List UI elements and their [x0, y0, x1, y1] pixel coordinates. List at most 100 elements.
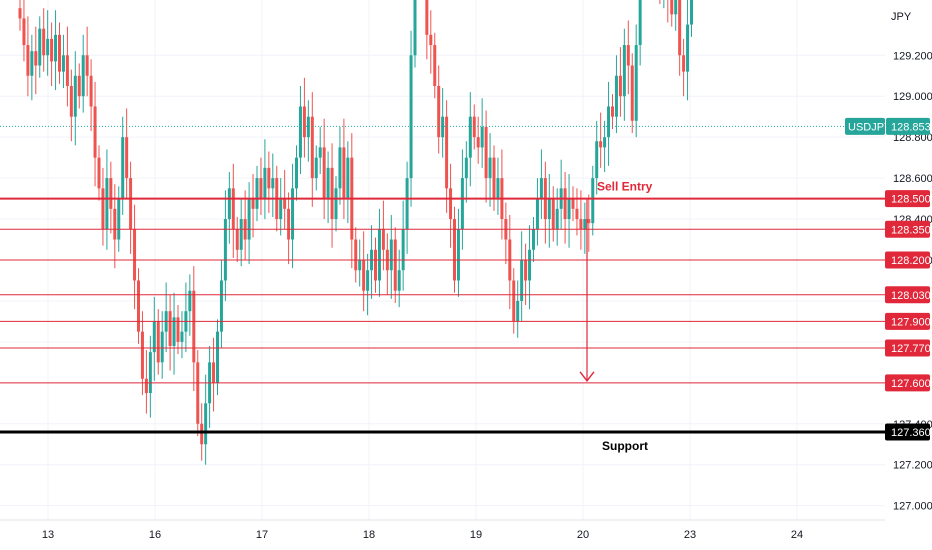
candle-body: [496, 178, 500, 199]
target-arrow: [579, 199, 595, 382]
candle-body: [425, 0, 429, 35]
candle: [287, 192, 291, 265]
candle: [318, 126, 322, 175]
plot-area[interactable]: Sell Entry Support: [0, 0, 885, 465]
candle: [133, 204, 137, 310]
candle: [362, 231, 366, 312]
candle-body: [287, 208, 291, 240]
candle-body: [405, 178, 409, 230]
candle-body: [231, 188, 235, 230]
price-axis[interactable]: JPY 129.200129.000128.800128.600128.4001…: [845, 11, 932, 513]
candle-body: [89, 75, 93, 107]
price-tick-label: 128.600: [893, 173, 932, 185]
candle: [667, 0, 669, 23]
candle: [30, 34, 34, 101]
candle-body: [535, 198, 539, 230]
price-tick-label: 129.000: [893, 91, 932, 103]
candle: [180, 311, 184, 359]
candle-body: [105, 178, 109, 230]
candle-body: [279, 198, 283, 220]
level-badge-label: 127.900: [891, 316, 931, 328]
currency-label: JPY: [891, 11, 912, 23]
candle: [156, 309, 160, 375]
date-tick-label: 19: [470, 529, 482, 541]
candle-body: [97, 157, 101, 189]
candle: [433, 32, 437, 99]
candle: [283, 169, 287, 230]
candle: [381, 200, 385, 271]
price-tick-label: 129.200: [893, 50, 932, 62]
candle: [591, 165, 595, 236]
candle-body: [397, 270, 401, 291]
candle-body: [563, 188, 567, 220]
candle: [137, 268, 140, 344]
candle: [77, 63, 81, 109]
candle: [85, 26, 89, 97]
candle: [322, 118, 326, 220]
candle: [579, 190, 583, 250]
candle: [61, 34, 65, 89]
candle-body: [358, 260, 362, 271]
candle: [377, 208, 381, 297]
level-badge-box: [885, 190, 930, 208]
candle-body: [484, 126, 488, 179]
candle-body: [263, 167, 267, 199]
candle: [223, 190, 227, 301]
candle: [429, 10, 433, 74]
candle-body: [579, 219, 583, 230]
candle: [354, 227, 358, 283]
candle-body: [595, 141, 599, 179]
candle: [583, 202, 587, 254]
candle-body: [58, 34, 61, 72]
candle-body: [318, 147, 322, 158]
candle-body: [255, 178, 259, 209]
candle: [456, 208, 460, 297]
candle: [247, 182, 251, 265]
candle: [480, 98, 484, 168]
candle-body: [583, 219, 587, 230]
time-axis[interactable]: 13 16 17 18 19 20 23 24: [42, 529, 803, 541]
candle: [73, 51, 77, 146]
candle: [117, 186, 121, 252]
candle: [437, 65, 441, 154]
candle: [626, 20, 630, 95]
candle: [140, 311, 144, 396]
candle: [401, 200, 405, 291]
candle-body: [528, 249, 532, 281]
level-badge-box: [885, 220, 930, 238]
candle-body: [26, 45, 30, 76]
candle-body: [18, 8, 22, 19]
level-badge-label: 128.030: [891, 290, 931, 302]
current-price-badge[interactable]: USDJPY 128.853: [845, 117, 931, 135]
candle-body: [121, 137, 125, 199]
candle: [630, 53, 634, 134]
candle-body: [330, 167, 334, 220]
candle-body: [377, 229, 381, 281]
candle-body: [678, 0, 682, 56]
candle-body: [144, 378, 148, 394]
candle: [409, 30, 413, 207]
candle: [634, 24, 638, 138]
candle-body: [137, 280, 140, 332]
candle-body: [516, 300, 520, 322]
candle-body: [670, 0, 674, 15]
candle: [682, 38, 686, 97]
candle: [571, 186, 575, 222]
candle-body: [46, 38, 50, 56]
level-badge-label: 127.770: [891, 343, 931, 355]
candle: [204, 374, 208, 465]
candle-body: [291, 188, 295, 240]
candle-body: [310, 116, 314, 179]
candle: [678, 0, 682, 76]
candle-body: [251, 198, 255, 209]
candle-body: [156, 321, 160, 363]
candle-body: [686, 24, 690, 72]
candle: [670, 0, 674, 27]
candle: [366, 253, 370, 316]
candle-body: [338, 147, 342, 189]
candle-body: [152, 321, 156, 353]
candle-body: [50, 38, 54, 62]
candle-body: [603, 137, 607, 148]
candle-body: [200, 423, 204, 445]
candle-body: [109, 178, 113, 209]
